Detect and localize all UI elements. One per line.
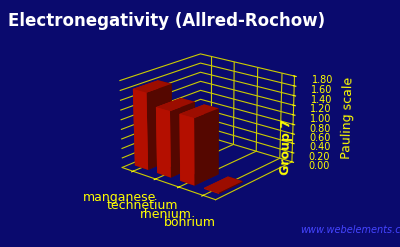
Text: www.webelements.com: www.webelements.com <box>300 225 400 235</box>
Text: Electronegativity (Allred-Rochow): Electronegativity (Allred-Rochow) <box>8 12 325 30</box>
